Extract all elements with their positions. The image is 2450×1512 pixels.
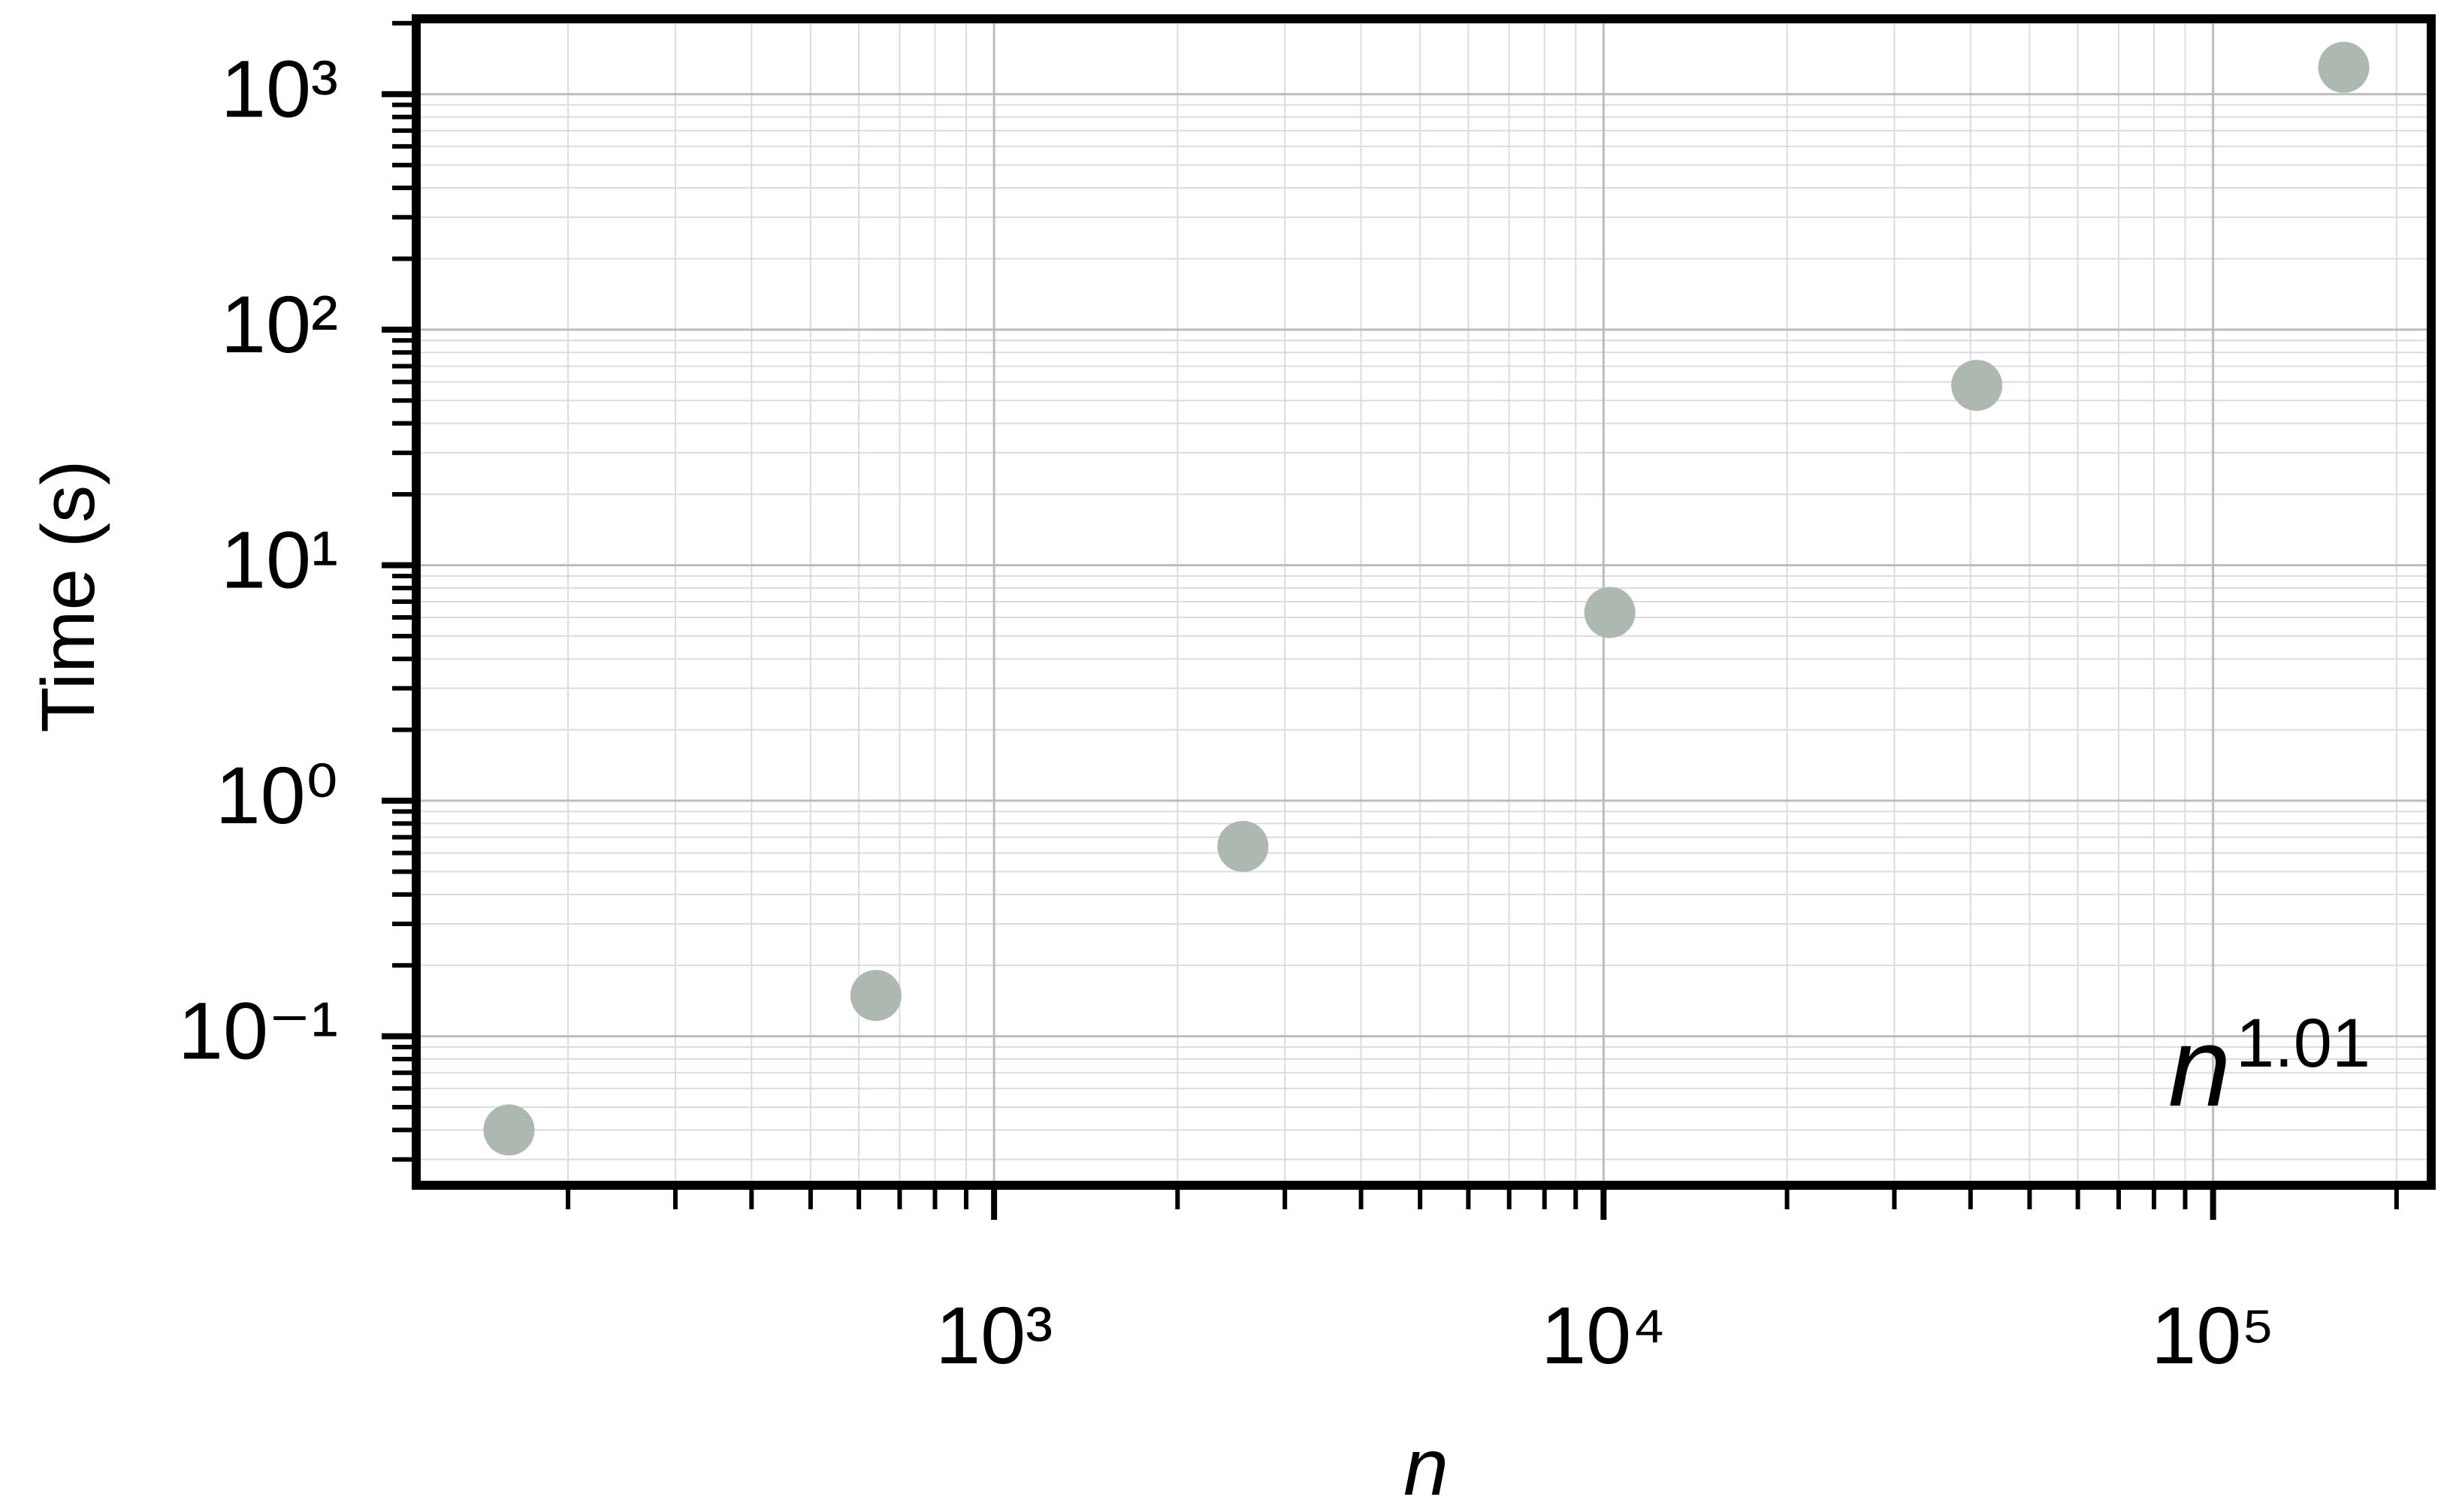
annotation-exponent: 1.01 [2236,1005,2370,1082]
y-tick-label: 10⁻¹ [178,985,338,1076]
y-tick-label: 10¹ [221,514,338,605]
y-tick-label: 10⁰ [216,750,338,841]
data-point [1584,587,1636,638]
x-axis-label: n [1403,1421,1449,1512]
data-point [2318,41,2370,93]
data-point [1951,360,2003,412]
annotation: n [2168,1003,2231,1130]
ticks: 10³ 10⁴ 10⁵ 10⁻¹ 10⁰ 10¹ 10² 10³ [178,20,2399,1381]
y-tick-label: 10³ [221,43,338,134]
data-point [1217,820,1269,872]
y-axis-label: Time (s) [26,460,110,733]
data-point [483,1104,535,1156]
data-point [850,970,902,1022]
plot-frame [412,14,2436,1190]
marks [483,41,2370,1156]
x-tick-label: 10⁵ [2151,1290,2275,1381]
x-tick-label: 10³ [935,1290,1053,1381]
x-tick-label: 10⁴ [1541,1290,1666,1381]
y-tick-label: 10² [221,279,338,370]
grid [416,19,2431,1185]
